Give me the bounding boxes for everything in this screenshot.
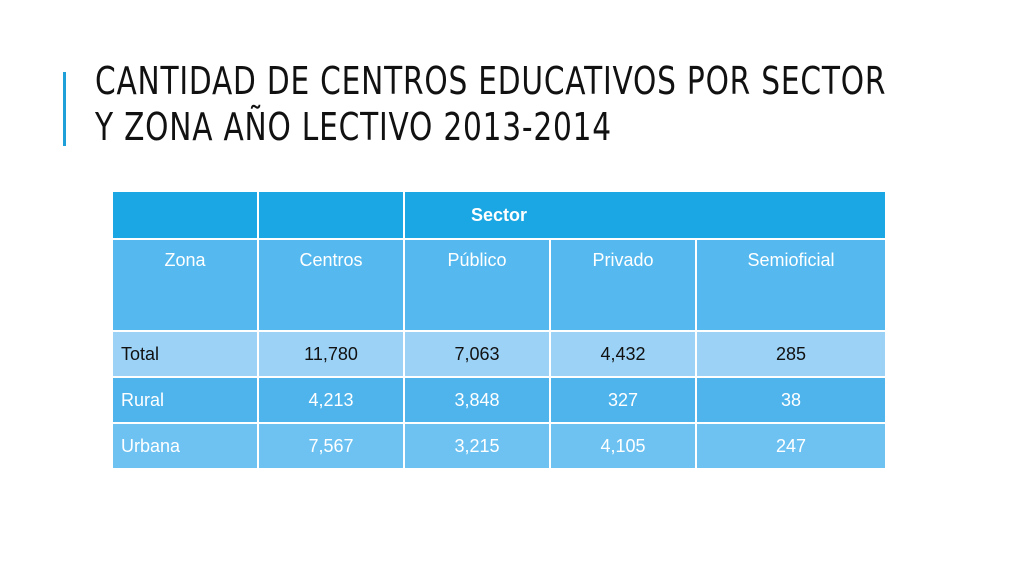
header-blank-cell	[257, 190, 405, 240]
slide-title: CANTIDAD DE CENTROS EDUCATIVOS POR SECTO…	[95, 58, 887, 150]
header-blank-cell	[111, 190, 259, 240]
title-accent-bar	[63, 72, 66, 146]
row-rural-centros: 4,213	[257, 376, 405, 424]
row-total-centros: 11,780	[257, 330, 405, 378]
row-urbana-semioficial: 247	[695, 422, 887, 470]
row-rural-privado: 327	[549, 376, 697, 424]
centers-table: Sector Zona Centros Público Privado Semi…	[111, 190, 887, 470]
row-total-privado: 4,432	[549, 330, 697, 378]
column-header-zona: Zona	[111, 238, 259, 332]
row-urbana-zona: Urbana	[111, 422, 259, 470]
table-header-row: Zona Centros Público Privado Semioficial	[111, 238, 887, 332]
row-rural-semioficial: 38	[695, 376, 887, 424]
row-urbana-privado: 4,105	[549, 422, 697, 470]
row-urbana-publico: 3,215	[403, 422, 551, 470]
row-total-zona: Total	[111, 330, 259, 378]
row-urbana-centros: 7,567	[257, 422, 405, 470]
row-rural-publico: 3,848	[403, 376, 551, 424]
slide-title-line-1: CANTIDAD DE CENTROS EDUCATIVOS POR SECTO…	[95, 59, 887, 103]
table-group-header-row: Sector	[111, 190, 887, 240]
column-header-centros: Centros	[257, 238, 405, 332]
table-row: Urbana 7,567 3,215 4,105 247	[111, 422, 887, 470]
slide-title-line-2: Y ZONA AÑO LECTIVO 2013-2014	[95, 105, 612, 149]
row-total-semioficial: 285	[695, 330, 887, 378]
column-header-privado: Privado	[549, 238, 697, 332]
column-header-semioficial: Semioficial	[695, 238, 887, 332]
row-rural-zona: Rural	[111, 376, 259, 424]
table-row: Total 11,780 7,063 4,432 285	[111, 330, 887, 378]
table-row: Rural 4,213 3,848 327 38	[111, 376, 887, 424]
column-header-publico: Público	[403, 238, 551, 332]
row-total-publico: 7,063	[403, 330, 551, 378]
sector-group-header: Sector	[403, 190, 887, 240]
